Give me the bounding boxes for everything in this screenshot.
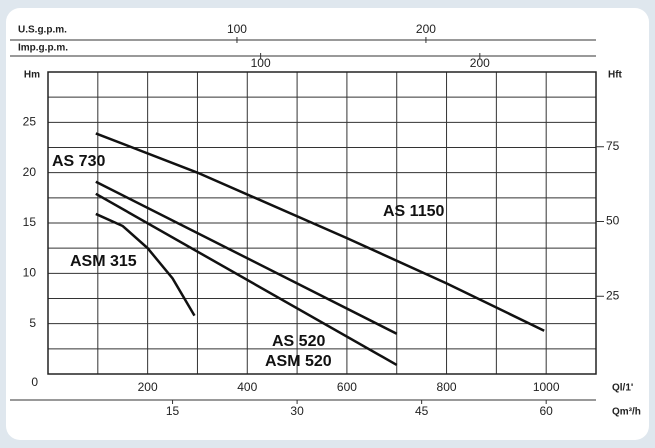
- top-tick-label: 100: [227, 22, 247, 36]
- y-tick-label: 10: [23, 266, 37, 280]
- curve-label: ASM 315: [70, 253, 137, 270]
- curve: [95, 180, 398, 335]
- top-tick-label: 200: [416, 22, 436, 36]
- y-tick-label: 20: [23, 165, 37, 179]
- top-tick-label: 100: [251, 56, 271, 70]
- curve: [95, 132, 545, 332]
- curve-label: AS 730: [52, 153, 105, 170]
- x-tick-label: 600: [337, 380, 357, 394]
- y-tick-label: 25: [23, 115, 37, 129]
- curve: [95, 212, 196, 317]
- y-tick-label: 5: [29, 316, 36, 330]
- chart-panel: [6, 8, 649, 440]
- y-tick-label: 15: [23, 215, 37, 229]
- y-axis-label: Hm: [24, 70, 40, 81]
- top-tick-label: 200: [470, 56, 490, 70]
- x2-tick-label: 45: [415, 404, 429, 418]
- x2-axis-label: Qm³/h: [612, 407, 641, 418]
- x-tick-label: 200: [138, 380, 158, 394]
- plot-frame: [47, 71, 597, 375]
- y2-tick-label: 50: [606, 214, 620, 228]
- x2-tick-label: 30: [290, 404, 304, 418]
- x2-tick-label: 15: [166, 404, 180, 418]
- curve-label: AS 520: [272, 333, 325, 350]
- curve: [95, 192, 398, 367]
- curve-label: AS 1150: [383, 203, 444, 220]
- y2-tick-label: 25: [606, 288, 620, 302]
- y-tick-label: 0: [31, 375, 38, 389]
- top-axis-label: Imp.g.p.m.: [18, 43, 68, 54]
- x-tick-label: 1000: [533, 380, 560, 394]
- x-tick-label: 800: [437, 380, 457, 394]
- x-axis-label: Ql/1': [612, 383, 633, 394]
- y2-axis-label: Hft: [608, 70, 623, 81]
- x-tick-label: 400: [237, 380, 257, 394]
- top-axis-label: U.S.g.p.m.: [18, 25, 67, 36]
- y2-tick-label: 75: [606, 139, 620, 153]
- curve-label: ASM 520: [265, 353, 332, 370]
- x2-tick-label: 60: [540, 404, 554, 418]
